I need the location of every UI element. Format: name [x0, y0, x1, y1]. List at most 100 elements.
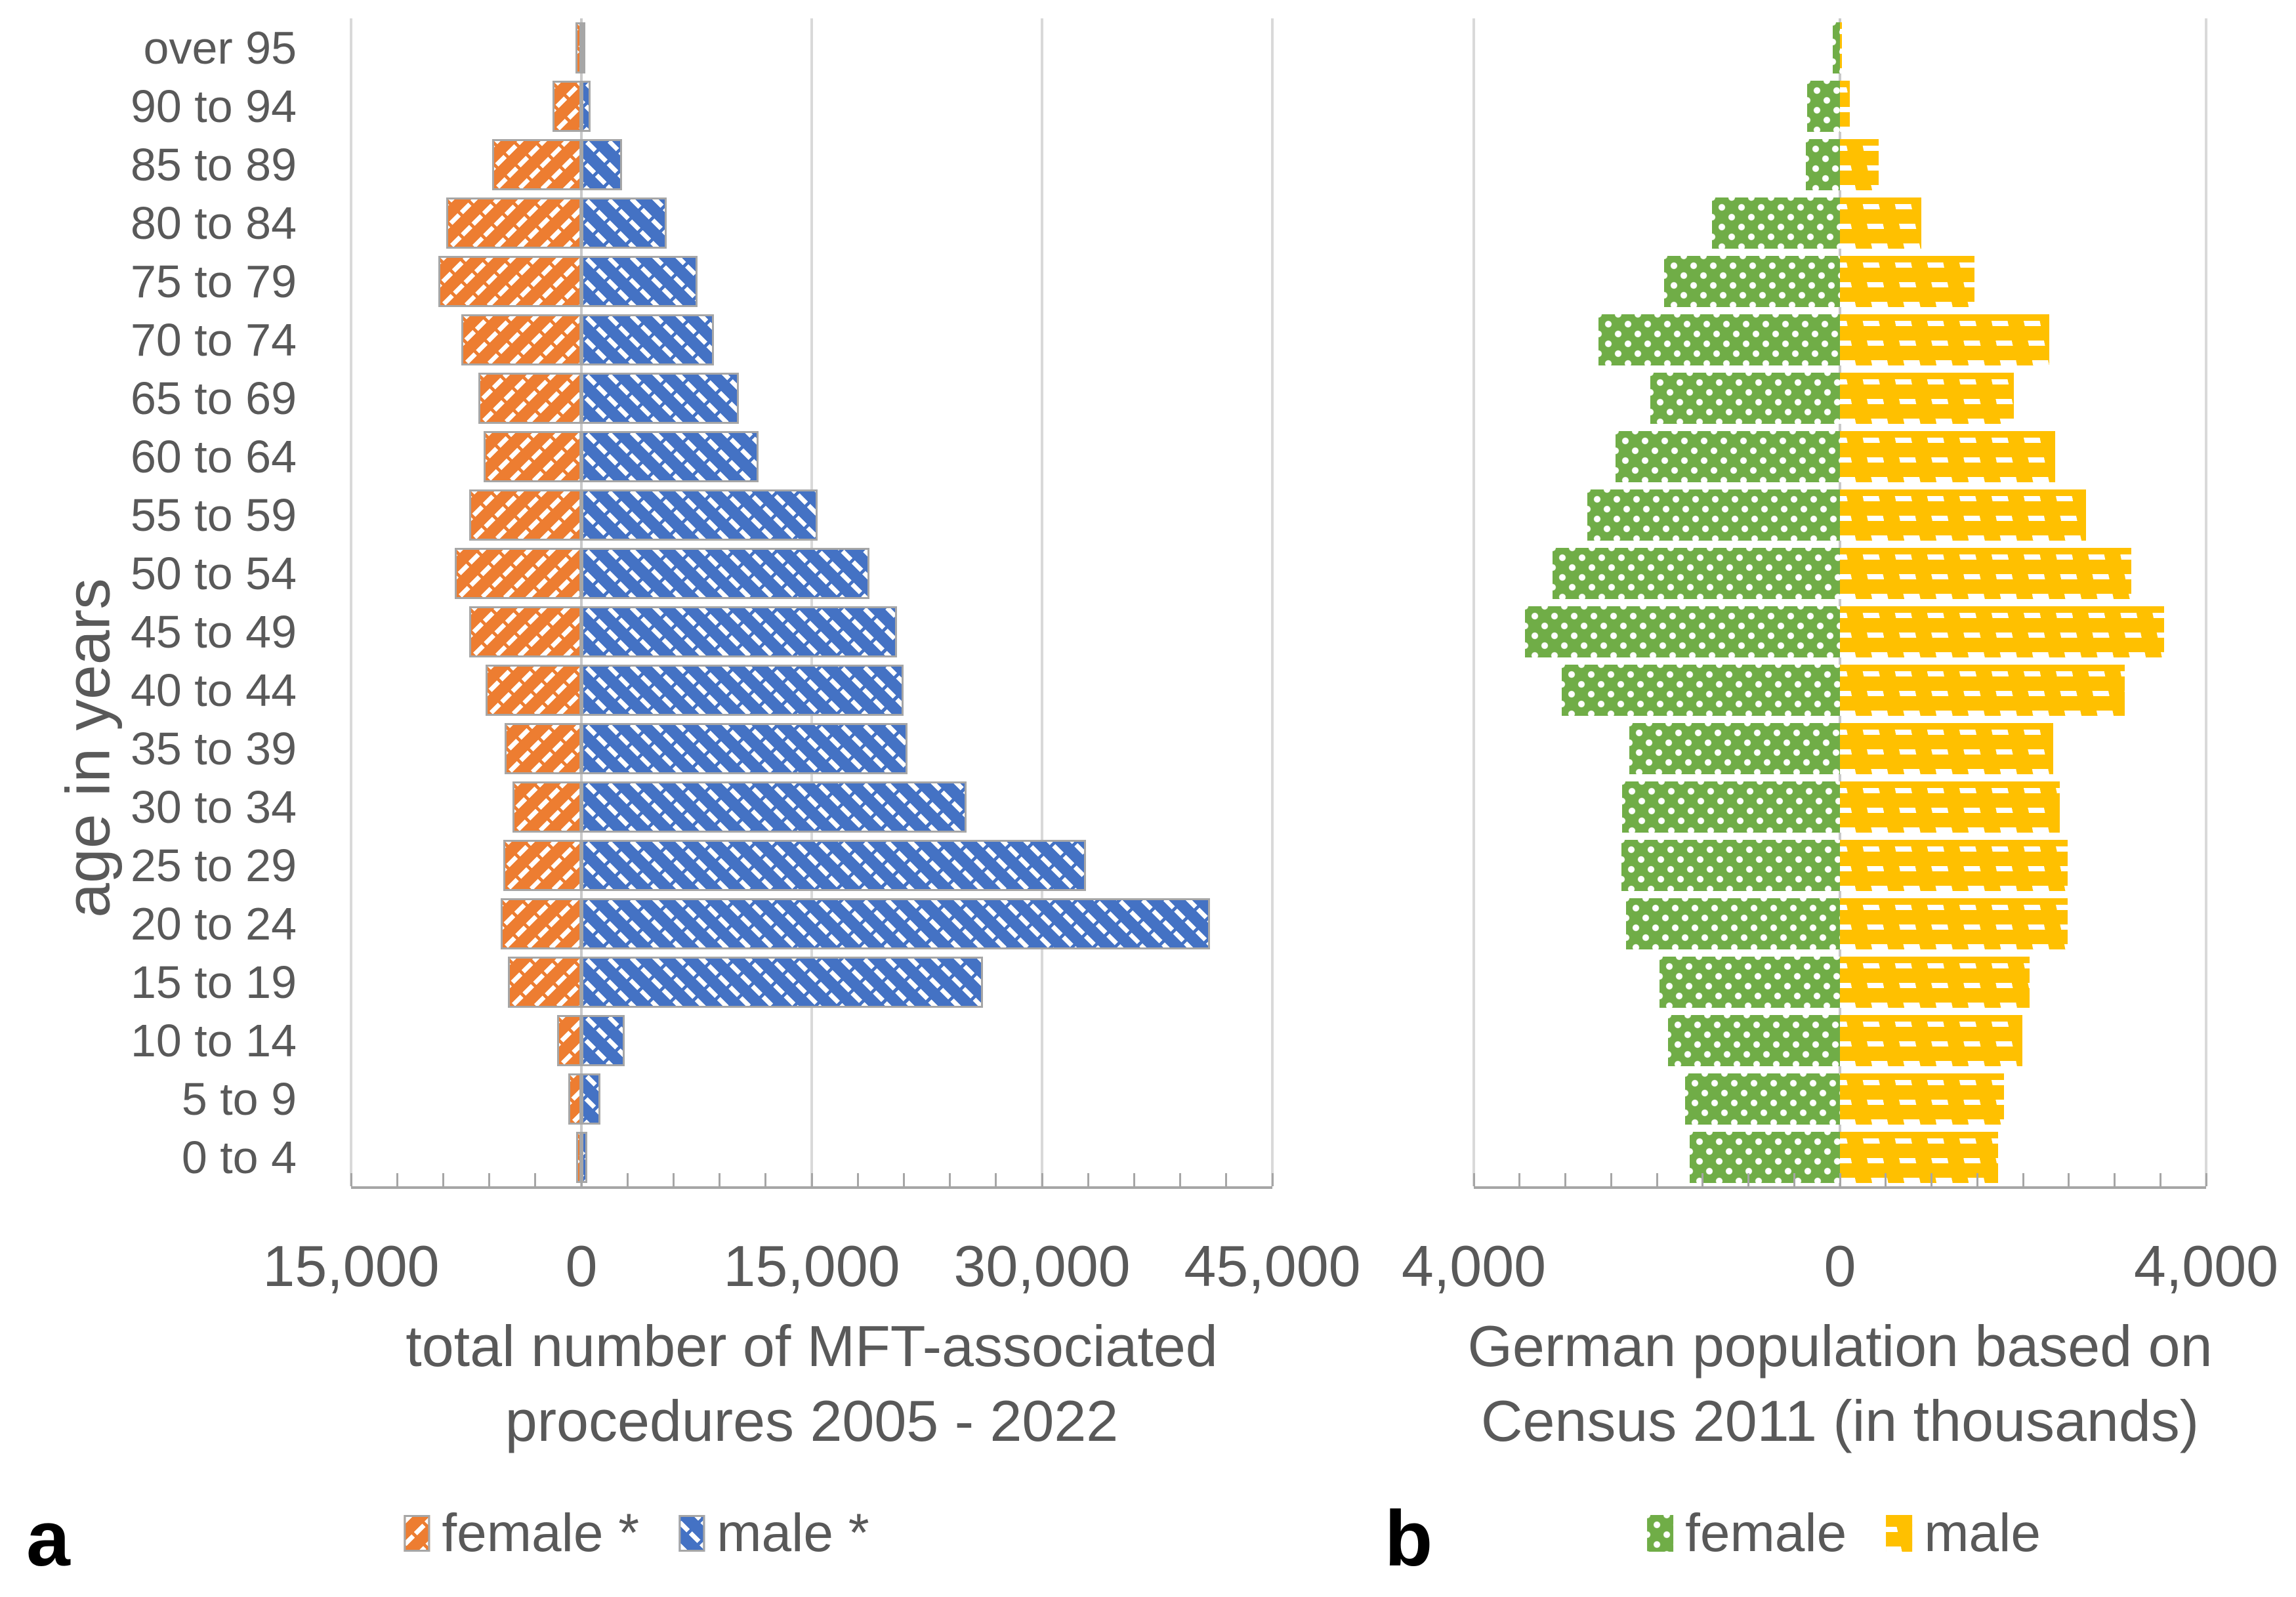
bar-male-75-to-79 — [1840, 255, 1975, 307]
bar-female-20-to-24 — [1625, 898, 1840, 949]
axis-tick — [672, 1173, 675, 1186]
age-group-label: 45 to 49 — [131, 606, 297, 657]
gridline — [1839, 18, 1841, 1186]
bar-male-over-95 — [1840, 22, 1842, 73]
age-group-label: 60 to 64 — [131, 430, 297, 482]
male-hatched-swatch-icon — [678, 1515, 705, 1552]
bar-female-10-to-14 — [1667, 1014, 1840, 1066]
bar-male-20-to-24 — [1840, 898, 2068, 949]
axis-tick — [2205, 1173, 2207, 1186]
axis-tick — [1839, 1173, 1841, 1186]
bar-female-85-to-89 — [492, 138, 581, 190]
bar-male-5-to-9 — [581, 1073, 601, 1125]
bar-male-25-to-29 — [581, 839, 1086, 891]
age-group-label: 5 to 9 — [181, 1073, 297, 1125]
age-group-label: 90 to 94 — [131, 80, 297, 132]
axis-tick — [396, 1173, 398, 1186]
axis-tick — [719, 1173, 721, 1186]
axis-tick — [1564, 1173, 1566, 1186]
panel-a-x-axis-title: total number of MFT-associated procedure… — [406, 1309, 1217, 1459]
bar-male-50-to-54 — [581, 547, 869, 599]
bar-male-10-to-14 — [581, 1014, 625, 1066]
axis-tick — [1885, 1173, 1887, 1186]
bar-male-35-to-39 — [581, 722, 908, 774]
bar-female-90-to-94 — [552, 80, 581, 132]
bar-female-over-95 — [575, 22, 581, 73]
axis-tick — [764, 1173, 767, 1186]
axis-tick — [442, 1173, 444, 1186]
y-axis-category-labels: over 95 90 to 94 85 to 89 80 to 84 75 to 79 7… — [0, 18, 297, 1186]
axis-tick — [949, 1173, 951, 1186]
bar-male-80-to-84 — [1840, 197, 1922, 249]
axis-tick — [626, 1173, 629, 1186]
bar-male-85-to-89 — [581, 138, 622, 190]
axis-tick — [1179, 1173, 1182, 1186]
axis-tick — [1656, 1173, 1658, 1186]
panel-b-legend-male-label: male — [1924, 1503, 2041, 1563]
bar-male-20-to-24 — [581, 898, 1211, 949]
bar-female-30-to-34 — [512, 781, 581, 833]
age-group-label: 25 to 29 — [131, 839, 297, 891]
x-tick-label: 15,000 — [723, 1234, 900, 1298]
axis-tick — [2022, 1173, 2024, 1186]
bar-female-0-to-4 — [1690, 1131, 1840, 1183]
age-group-label: 30 to 34 — [131, 781, 297, 833]
axis-tick — [1225, 1173, 1228, 1186]
gridline — [810, 18, 813, 1186]
axis-tick — [1087, 1173, 1089, 1186]
axis-tick — [2114, 1173, 2116, 1186]
x-tick-label: 45,000 — [1184, 1234, 1361, 1298]
panel-a-legend-item-female: female * — [404, 1503, 639, 1564]
panel-b-x-axis-title: German population based on Census 2011 (… — [1467, 1309, 2212, 1459]
axis-tick — [350, 1173, 352, 1186]
axis-tick — [534, 1173, 537, 1186]
bar-female-5-to-9 — [1685, 1073, 1840, 1125]
panel-a-letter: a — [26, 1495, 70, 1583]
bar-male-65-to-69 — [1840, 372, 2014, 424]
age-group-label: 65 to 69 — [131, 372, 297, 424]
gridline — [350, 18, 352, 1186]
axis-tick — [2068, 1173, 2070, 1186]
panel-a-legend-male-label: male * — [717, 1503, 869, 1563]
bar-female-80-to-84 — [446, 197, 581, 249]
gridline — [1271, 18, 1274, 1186]
axis-tick — [2159, 1173, 2161, 1186]
bar-male-60-to-64 — [1840, 430, 2055, 482]
bar-female-80-to-84 — [1711, 197, 1840, 249]
female-dotted-swatch-icon — [1647, 1515, 1674, 1552]
bar-male-15-to-19 — [581, 956, 983, 1008]
bar-female-30-to-34 — [1621, 781, 1840, 833]
panel-a-x-axis-title-line1: total number of MFT-associated — [406, 1314, 1218, 1379]
x-tick-label: 4,000 — [1401, 1234, 1547, 1298]
panel-b-letter: b — [1385, 1495, 1433, 1583]
x-tick-label: 0 — [565, 1234, 598, 1298]
age-group-label: 20 to 24 — [131, 898, 297, 949]
bar-male-0-to-4 — [581, 1131, 588, 1183]
bar-male-30-to-34 — [581, 781, 967, 833]
axis-tick — [902, 1173, 905, 1186]
bar-male-25-to-29 — [1840, 839, 2068, 891]
bar-female-55-to-59 — [469, 489, 581, 541]
bar-female-70-to-74 — [461, 314, 581, 365]
bar-male-0-to-4 — [1840, 1131, 1999, 1183]
bar-male-75-to-79 — [581, 255, 698, 307]
panel-a-legend-item-male: male * — [678, 1503, 869, 1564]
male-dashed-swatch-icon — [1886, 1515, 1913, 1552]
bar-male-35-to-39 — [1840, 722, 2054, 774]
bar-female-40-to-44 — [485, 664, 581, 716]
bar-male-90-to-94 — [1840, 80, 1850, 132]
bar-male-5-to-9 — [1840, 1073, 2004, 1125]
age-group-label: over 95 — [143, 22, 297, 73]
bar-male-45-to-49 — [1840, 606, 2164, 657]
bar-female-20-to-24 — [501, 898, 581, 949]
axis-tick — [1133, 1173, 1135, 1186]
age-group-label: 80 to 84 — [131, 197, 297, 249]
bar-female-45-to-49 — [469, 606, 581, 657]
axis-tick — [995, 1173, 997, 1186]
bar-male-15-to-19 — [1840, 956, 2030, 1008]
gridline — [580, 18, 583, 1186]
gridline — [1041, 18, 1043, 1186]
bar-male-50-to-54 — [1840, 547, 2131, 599]
bar-male-30-to-34 — [1840, 781, 2060, 833]
